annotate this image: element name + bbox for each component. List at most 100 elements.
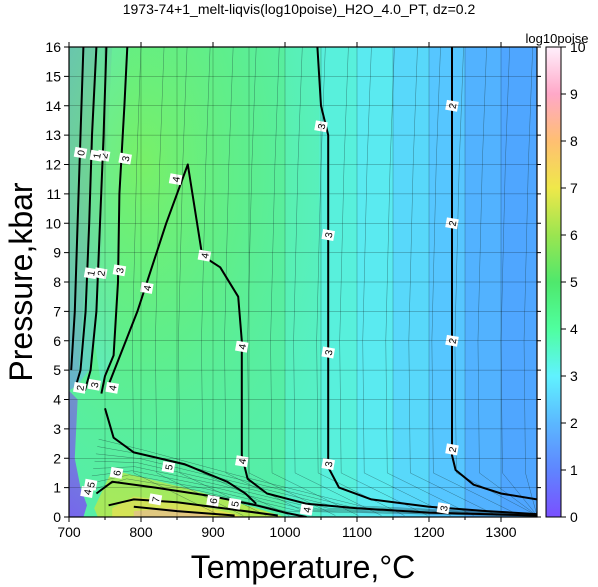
contour-label-box	[321, 346, 335, 359]
y-tick-label: 4	[53, 392, 61, 408]
contour-label-box	[321, 458, 335, 471]
colorbar-tick-label: 7	[570, 180, 578, 196]
contour-label-text: 6	[112, 469, 124, 477]
contour-label: 4	[140, 281, 154, 294]
contour-label: 3	[118, 152, 133, 165]
contour-label-box	[93, 267, 108, 280]
contour-label: 4	[299, 503, 314, 516]
y-tick-label: 8	[53, 274, 61, 290]
contour-label: 3	[321, 229, 336, 241]
contour-label-text: 3	[90, 381, 102, 389]
y-tick-label: 7	[53, 303, 61, 319]
contour-label: 5	[227, 497, 242, 510]
contour-label: 6	[109, 466, 124, 479]
contour-label-box	[445, 443, 459, 456]
contour-label-text: 5	[164, 463, 176, 471]
contour-label: 3	[436, 502, 451, 515]
contour-label: 4	[80, 486, 95, 498]
contour-label-box	[80, 486, 94, 498]
contour-label: 0	[73, 146, 88, 159]
contour-label-box	[140, 281, 154, 294]
contour-label-text: 4	[200, 252, 212, 260]
colorbar-tick-label: 1	[570, 462, 578, 478]
contour-label-box	[148, 493, 163, 506]
y-tick-label: 0	[53, 509, 61, 525]
contour-label-text: 5	[230, 500, 242, 508]
contour-label-box	[436, 502, 451, 515]
contour-label: 3	[321, 458, 336, 471]
colorbar-tick-label: 3	[570, 368, 578, 384]
contour-label-text: 3	[324, 231, 336, 239]
contour-label: 5	[161, 461, 176, 474]
contour-label-box	[227, 497, 242, 510]
contour-label: 1	[83, 267, 98, 280]
contour-label-box	[321, 229, 335, 241]
contour-label: 4	[235, 340, 249, 353]
y-tick-label: 11	[46, 186, 61, 202]
colorbar: log10poise 0 1 2 3 4 5 6 7 8 9 10	[526, 31, 589, 525]
contour-label-box	[105, 381, 119, 394]
contour-label-text: 4	[142, 284, 154, 292]
contour-label-box	[168, 173, 183, 186]
contour-label-text: 2	[96, 269, 108, 277]
contour-label: 2	[93, 267, 108, 280]
contour-label: 2	[445, 443, 460, 456]
colorbar-tick-label: 8	[570, 133, 578, 149]
contour-label-text: 4	[108, 384, 120, 392]
contour-label-text: 7	[151, 496, 163, 504]
colorbar-tick-label: 5	[570, 274, 578, 290]
y-tick-label: 1	[53, 480, 61, 496]
contour-label-text: 4	[237, 457, 249, 465]
contour-label-text: 4	[83, 488, 95, 496]
x-tick-label: 1100	[342, 524, 372, 540]
contour-label-text: 6	[209, 497, 221, 505]
x-tick-label: 800	[129, 524, 153, 540]
contour-label-box	[299, 503, 314, 516]
contour-label: 4	[105, 381, 120, 394]
x-axis-label: Temperature,°C	[191, 549, 415, 585]
contour-label-box	[161, 461, 176, 474]
colorbar-tick-label: 4	[570, 321, 578, 337]
contour-label-text: 5	[86, 481, 98, 489]
y-tick-label: 15	[45, 68, 61, 84]
major-contour-2	[451, 47, 537, 501]
contour-label: 7	[148, 493, 163, 506]
contour-label-box	[87, 378, 101, 391]
major-contour-1	[75, 47, 98, 386]
minor-contour	[95, 453, 537, 516]
x-tick-label: 900	[201, 524, 225, 540]
minor-contour	[98, 438, 537, 515]
y-tick-label: 6	[53, 333, 61, 349]
x-tick-label: 1200	[413, 524, 444, 540]
major-contour-4	[104, 408, 257, 505]
contour-label-text: 3	[324, 460, 336, 468]
y-tick-label: 16	[45, 39, 61, 55]
contour-label-text: 2	[448, 446, 460, 454]
contour-label-text: 3	[439, 504, 451, 512]
contour-label-text: 3	[121, 155, 133, 163]
contour-label-text: 1	[86, 269, 98, 277]
y-tick-label: 10	[45, 215, 61, 231]
colorbar-gradient	[545, 46, 562, 518]
contour-label: 3	[321, 346, 336, 359]
contour-label-box	[118, 152, 132, 165]
x-tick-label: 1300	[485, 524, 516, 540]
contour-label-box	[112, 264, 127, 277]
contour-label-text: 3	[324, 349, 336, 357]
minor-contour	[97, 446, 537, 515]
colorbar-tick-label: 2	[570, 415, 578, 431]
contour-label: 3	[112, 264, 127, 277]
contour-label-text: 1	[92, 152, 104, 160]
colorbar-tick-label: 10	[570, 39, 586, 55]
contour-label-box	[235, 340, 249, 353]
y-tick-label: 5	[53, 362, 61, 378]
contour-label-text: 2	[75, 384, 87, 392]
y-tick-label: 12	[45, 157, 61, 173]
contour-label-box	[109, 466, 124, 479]
contour-label-text: 4	[302, 506, 314, 514]
colorbar-label: log10poise	[526, 31, 589, 46]
contour-label-box	[73, 381, 87, 394]
y-tick-label: 13	[45, 127, 61, 143]
contour-label-box	[83, 267, 98, 280]
